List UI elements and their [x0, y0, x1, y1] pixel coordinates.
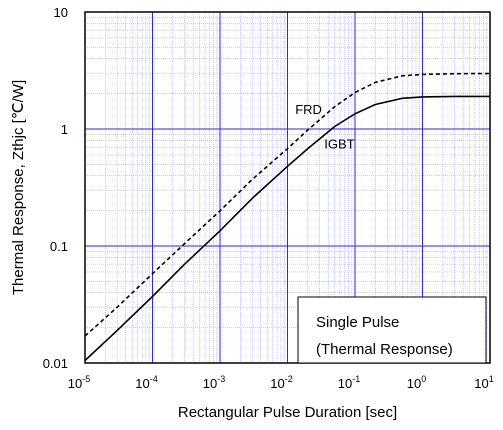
series-layer — [84, 72, 491, 362]
y-tick-label: 10 — [54, 5, 68, 20]
x-axis-label: Rectangular Pulse Duration [sec] — [178, 404, 397, 421]
legend-line-1: Single Pulse — [316, 314, 399, 331]
y-tick-label: 0.1 — [50, 239, 68, 254]
x-tick-label: 10-2 — [270, 374, 292, 391]
y-tick-labels: 0.01 0.1 1 10 — [43, 5, 68, 371]
x-tick-label: 100 — [407, 374, 426, 391]
plot-frame — [84, 11, 491, 364]
x-tick-label: 10-4 — [135, 374, 157, 391]
x-tick-labels: 10-5 10-4 10-3 10-2 10-1 100 101 — [68, 374, 494, 391]
legend-frame — [297, 296, 487, 364]
x-tick-label: 10-5 — [68, 374, 90, 391]
legend-box: Single Pulse (Thermal Response) — [297, 296, 487, 364]
series-label-igbt: IGBT — [324, 137, 354, 152]
series-line-frd — [84, 72, 491, 337]
series-line-igbt — [84, 95, 490, 362]
y-tick-label: 0.01 — [43, 356, 68, 371]
x-tick-label: 101 — [474, 374, 493, 391]
series-label-frd: FRD — [295, 102, 322, 117]
y-axis-label: Thermal Response, Zthjc [℃/W] — [10, 80, 27, 295]
legend-line-2: (Thermal Response) — [316, 341, 453, 358]
x-tick-label: 10-1 — [338, 374, 360, 391]
x-tick-label: 10-3 — [203, 374, 225, 391]
series-labels: FRD IGBT — [295, 102, 354, 152]
y-tick-label: 1 — [61, 122, 68, 137]
